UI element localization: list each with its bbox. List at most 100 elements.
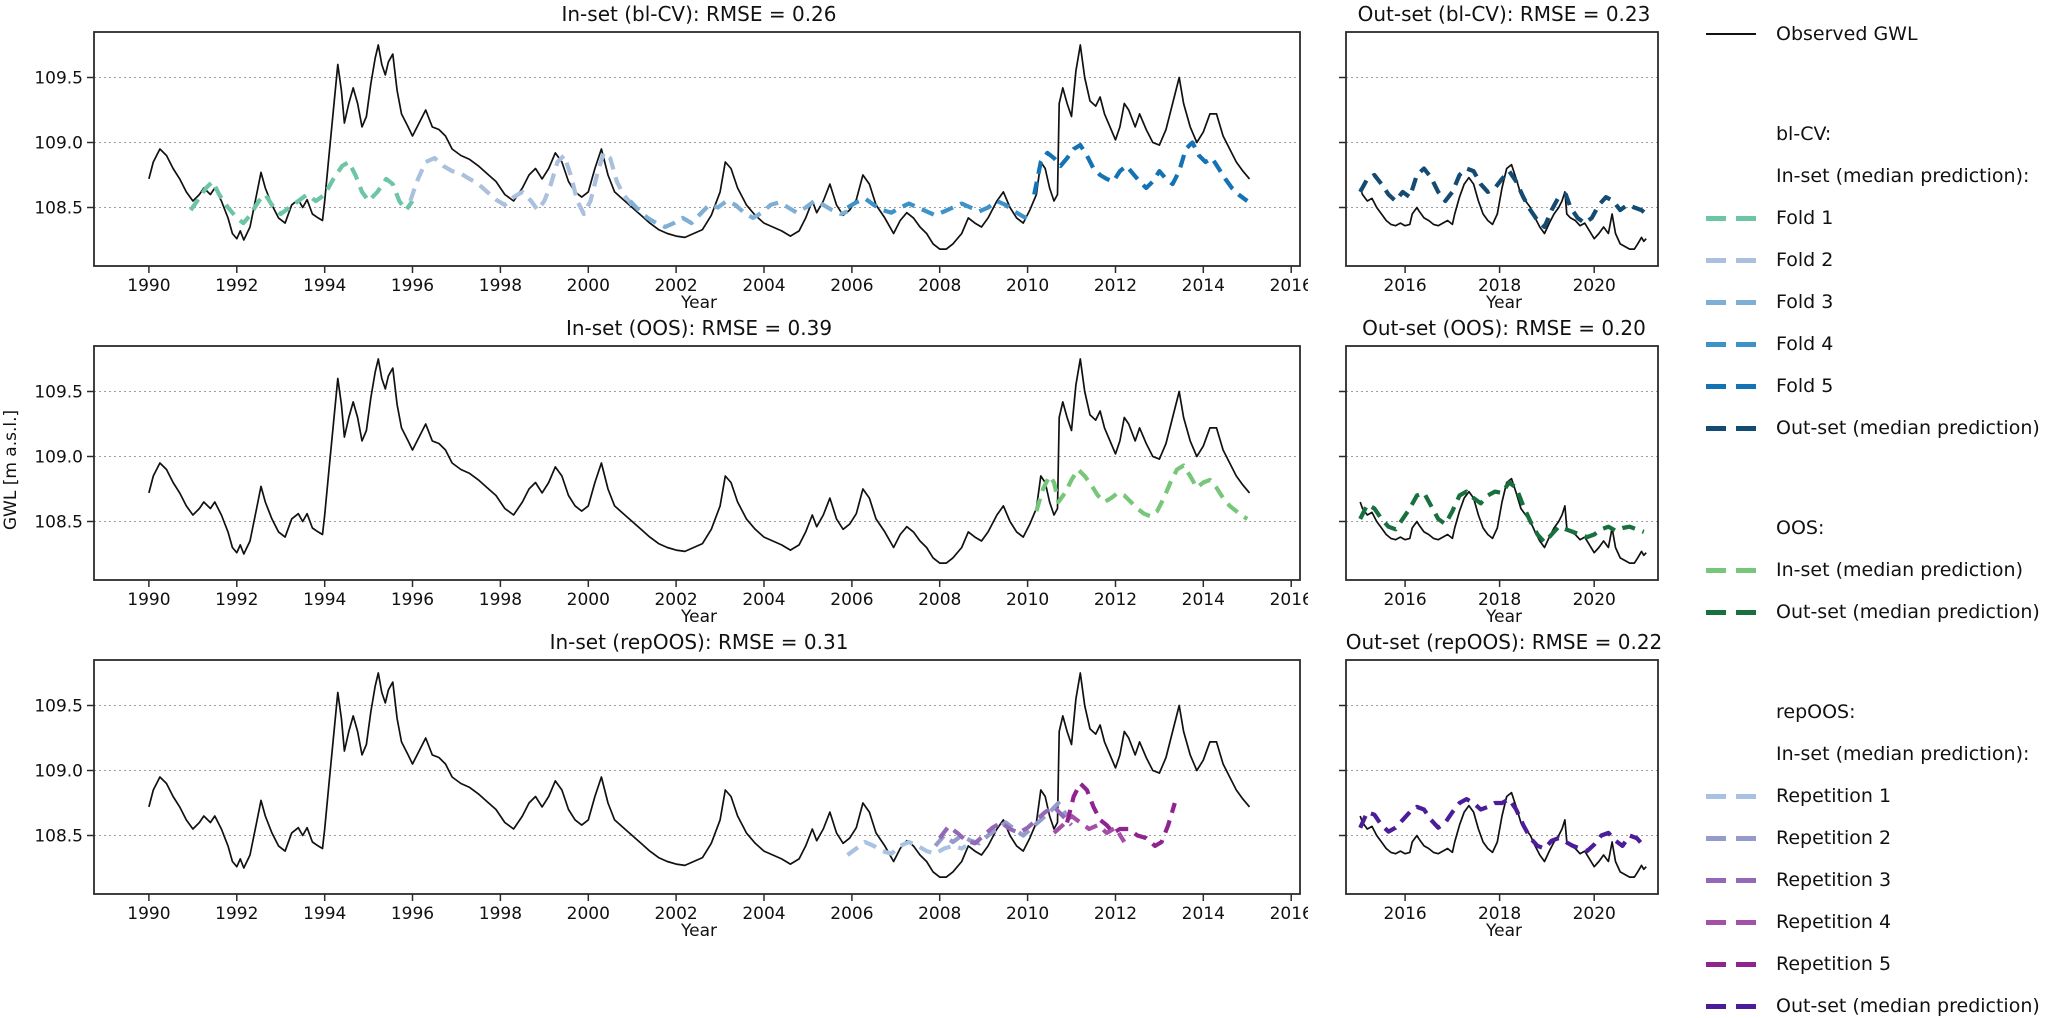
chart-row-blcv: In-set (bl-CV): RMSE = 0.26 108.5 109.0 10…	[28, 2, 1672, 314]
dash	[1706, 341, 1726, 347]
legend-item-observed-gwl: Observed GWL	[1706, 22, 2032, 46]
dash	[1736, 341, 1756, 347]
dash	[1706, 609, 1726, 615]
dashed-line-swatch	[1706, 257, 1756, 263]
dashed-line-swatch	[1706, 793, 1756, 799]
x-axis-label: Year	[1486, 921, 1522, 941]
svg-text:2014: 2014	[1182, 276, 1225, 294]
chart-outset-repoos: Out-set (repOOS): RMSE = 0.22 2016 2018 20…	[1334, 630, 1666, 942]
dash	[1706, 215, 1726, 221]
legend-item-fold-5: Fold 5	[1706, 374, 2032, 398]
chart-inset-blcv: In-set (bl-CV): RMSE = 0.26 108.5 109.0 10…	[28, 2, 1313, 314]
svg-text:2004: 2004	[742, 276, 785, 294]
svg-text:2016: 2016	[1383, 590, 1426, 608]
legend-label: Fold 3	[1776, 291, 1834, 313]
svg-text:1996: 1996	[391, 590, 434, 608]
dash	[1706, 919, 1726, 925]
svg-text:2000: 2000	[567, 276, 610, 294]
legend-item-out-set-median-prediction: Out-set (median prediction)	[1706, 416, 2040, 440]
svg-text:1990: 1990	[127, 904, 170, 922]
legend-item-fold-4: Fold 4	[1706, 332, 2032, 356]
svg-text:2016: 2016	[1270, 590, 1308, 608]
dash	[1736, 383, 1756, 389]
svg-text:2006: 2006	[830, 276, 873, 294]
legend-label: Out-set (median prediction)	[1776, 417, 2040, 439]
legend-label: Repetition 1	[1776, 785, 1892, 807]
svg-text:2004: 2004	[742, 904, 785, 922]
dashed-line-swatch	[1706, 835, 1756, 841]
legend-label: In-set (median prediction)	[1776, 559, 2023, 581]
chart-title-inset-oos: In-set (OOS): RMSE = 0.39	[565, 316, 833, 340]
legend-section-gap	[1706, 64, 2032, 122]
svg-text:2016: 2016	[1383, 276, 1426, 294]
svg-text:2010: 2010	[1006, 590, 1049, 608]
legend-label: Observed GWL	[1776, 23, 1918, 45]
svg-text:108.5: 108.5	[34, 827, 83, 847]
legend-item-out-set-median-prediction: Out-set (median prediction)	[1706, 994, 2040, 1018]
chart-inset-repoos: In-set (repOOS): RMSE = 0.31 108.5 109.0 1…	[28, 630, 1313, 942]
svg-text:2012: 2012	[1094, 590, 1137, 608]
legend-label: Repetition 3	[1776, 869, 1892, 891]
svg-text:2008: 2008	[918, 276, 961, 294]
dash	[1736, 919, 1756, 925]
dash	[1736, 609, 1756, 615]
x-axis-label: Year	[681, 921, 717, 941]
svg-text:1998: 1998	[479, 904, 522, 922]
legend-label: Fold 1	[1776, 207, 1834, 229]
legend-item-repetition-4: Repetition 4	[1706, 910, 2032, 934]
svg-text:1990: 1990	[127, 590, 170, 608]
chart-title-outset-repoos: Out-set (repOOS): RMSE = 0.22	[1345, 630, 1663, 654]
dash	[1706, 299, 1726, 305]
chart-canvas-outset-blcv: 2016 2018 2020	[1334, 26, 1666, 296]
legend-item-in-set-median-prediction: In-set (median prediction)	[1706, 558, 2032, 582]
dash	[1736, 793, 1756, 799]
dash	[1706, 877, 1726, 883]
svg-text:109.5: 109.5	[34, 383, 83, 403]
legend: Observed GWL bl-CV: In-set (median predic…	[1672, 0, 2040, 1017]
legend-label: Repetition 2	[1776, 827, 1892, 849]
dashed-line-swatch	[1706, 425, 1756, 431]
legend-header-bl-cv: bl-CV:	[1776, 123, 1832, 145]
svg-text:2000: 2000	[567, 590, 610, 608]
y-axis-label: GWL [m a.s.l.]	[1, 409, 21, 531]
dashed-line-swatch	[1706, 567, 1756, 573]
svg-text:1992: 1992	[215, 590, 258, 608]
dashed-line-swatch	[1706, 383, 1756, 389]
svg-text:2010: 2010	[1006, 276, 1049, 294]
x-axis-label: Year	[681, 607, 717, 627]
legend-item-fold-3: Fold 3	[1706, 290, 2032, 314]
legend-header-repoos: repOOS:	[1776, 701, 1856, 723]
legend-header-oos: OOS:	[1776, 517, 1825, 539]
svg-text:1992: 1992	[215, 276, 258, 294]
chart-canvas-outset-oos: 2016 2018 2020	[1334, 340, 1666, 610]
svg-text:1998: 1998	[479, 276, 522, 294]
chart-canvas-outset-repoos: 2016 2018 2020	[1334, 654, 1666, 924]
charts-column: GWL [m a.s.l.] In-set (bl-CV): RMSE = 0.…	[1, 2, 1672, 942]
legend-section-gap	[1706, 458, 2032, 516]
dash	[1736, 835, 1756, 841]
legend-subheader-repoos: In-set (median prediction):	[1776, 743, 2030, 765]
svg-text:2006: 2006	[830, 590, 873, 608]
dashed-line-swatch	[1706, 1003, 1756, 1009]
svg-text:2014: 2014	[1182, 904, 1225, 922]
dashed-line-swatch	[1706, 341, 1756, 347]
svg-text:2012: 2012	[1094, 904, 1137, 922]
svg-text:108.5: 108.5	[34, 199, 83, 219]
dash	[1706, 1003, 1726, 1009]
x-axis-label: Year	[1486, 293, 1522, 313]
chart-canvas-inset-repoos: 108.5 109.0 109.5 1990 1992 1994 1996 1998 2000 2…	[28, 654, 1313, 924]
svg-text:2006: 2006	[830, 904, 873, 922]
dashed-line-swatch	[1706, 919, 1756, 925]
legend-label: Out-set (median prediction)	[1776, 601, 2040, 623]
dash	[1736, 567, 1756, 573]
x-axis-label: Year	[1486, 607, 1522, 627]
dash	[1706, 567, 1726, 573]
svg-text:109.5: 109.5	[34, 697, 83, 717]
svg-text:2020: 2020	[1573, 590, 1616, 608]
dash	[1736, 1003, 1756, 1009]
svg-text:2008: 2008	[918, 904, 961, 922]
svg-text:109.0: 109.0	[34, 134, 83, 154]
dash	[1706, 961, 1726, 967]
dashed-line-swatch	[1706, 299, 1756, 305]
